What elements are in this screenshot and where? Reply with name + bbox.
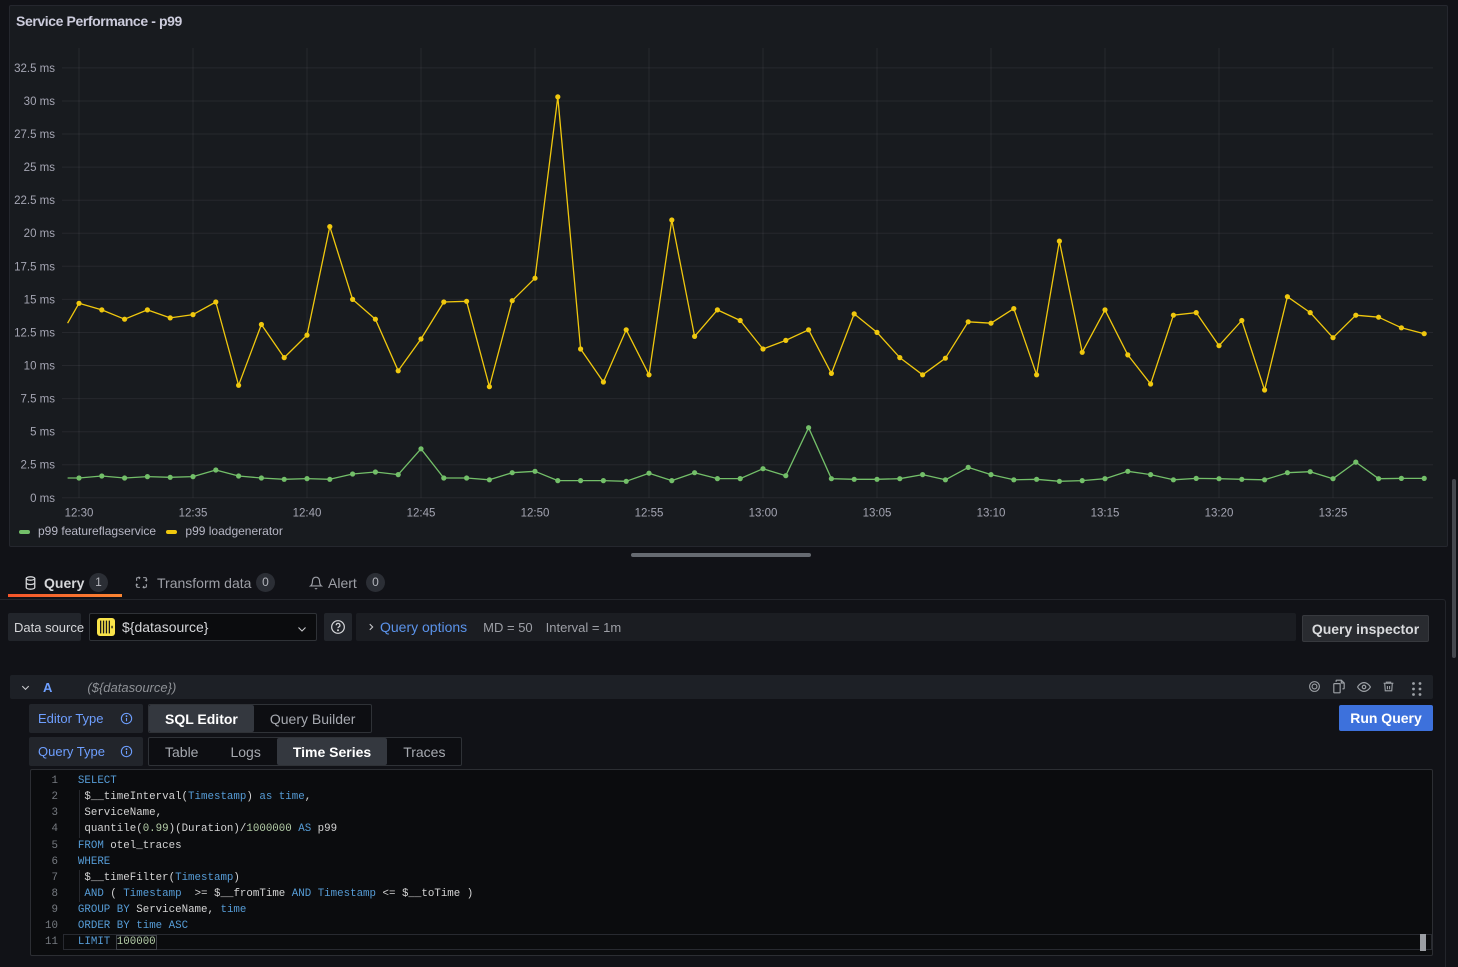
svg-text:13:00: 13:00 xyxy=(749,508,778,520)
svg-text:13:20: 13:20 xyxy=(1205,508,1234,520)
svg-text:12:55: 12:55 xyxy=(635,508,664,520)
svg-text:20 ms: 20 ms xyxy=(24,228,56,240)
svg-text:12:50: 12:50 xyxy=(521,508,550,520)
svg-text:15 ms: 15 ms xyxy=(24,294,56,306)
svg-text:12:30: 12:30 xyxy=(65,508,94,520)
svg-text:10 ms: 10 ms xyxy=(24,361,56,373)
svg-text:12:40: 12:40 xyxy=(293,508,322,520)
svg-text:27.5 ms: 27.5 ms xyxy=(14,129,55,141)
svg-text:12.5 ms: 12.5 ms xyxy=(14,328,55,340)
svg-text:25 ms: 25 ms xyxy=(24,162,56,174)
svg-text:7.5 ms: 7.5 ms xyxy=(20,394,55,406)
svg-text:17.5 ms: 17.5 ms xyxy=(14,261,55,273)
svg-text:13:05: 13:05 xyxy=(863,508,892,520)
svg-text:2.5 ms: 2.5 ms xyxy=(20,460,55,472)
svg-text:32.5 ms: 32.5 ms xyxy=(14,63,55,75)
svg-text:5 ms: 5 ms xyxy=(30,427,55,439)
svg-text:13:10: 13:10 xyxy=(977,508,1006,520)
svg-text:12:45: 12:45 xyxy=(407,508,436,520)
svg-text:13:25: 13:25 xyxy=(1319,508,1348,520)
svg-text:12:35: 12:35 xyxy=(179,508,208,520)
svg-text:30 ms: 30 ms xyxy=(24,96,56,108)
svg-text:22.5 ms: 22.5 ms xyxy=(14,195,55,207)
svg-text:13:15: 13:15 xyxy=(1091,508,1120,520)
svg-text:0 ms: 0 ms xyxy=(30,493,55,505)
